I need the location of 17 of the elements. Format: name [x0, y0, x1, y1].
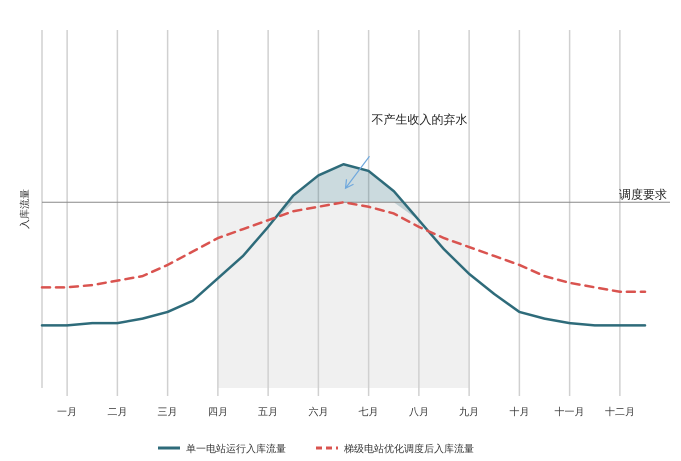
ref-line-label: 调度要求	[619, 187, 667, 202]
text: 不产生收入的弃水	[372, 112, 468, 126]
x-tick-label: 九月	[459, 406, 480, 418]
x-tick-label: 五月	[258, 407, 278, 418]
x-tick-label: 十二月	[604, 406, 635, 418]
x-tick-label: 一月	[57, 407, 78, 418]
x-tick-label: 二月	[107, 407, 128, 418]
x-tick-label: 六月	[308, 406, 328, 418]
x-tick-label: 八月	[408, 407, 429, 418]
x-tick-label: 十月	[509, 406, 530, 418]
legend-label: 单一电站运行入库流量	[186, 443, 286, 455]
x-tick-label: 四月	[208, 407, 228, 418]
y-axis-title: 入库流量	[19, 189, 31, 229]
x-tick-label: 十一月	[554, 406, 585, 418]
legend-label: 梯级电站优化调度后入库流量	[343, 443, 474, 455]
x-tick-label: 三月	[158, 407, 178, 418]
x-tick-label: 七月	[358, 406, 379, 418]
